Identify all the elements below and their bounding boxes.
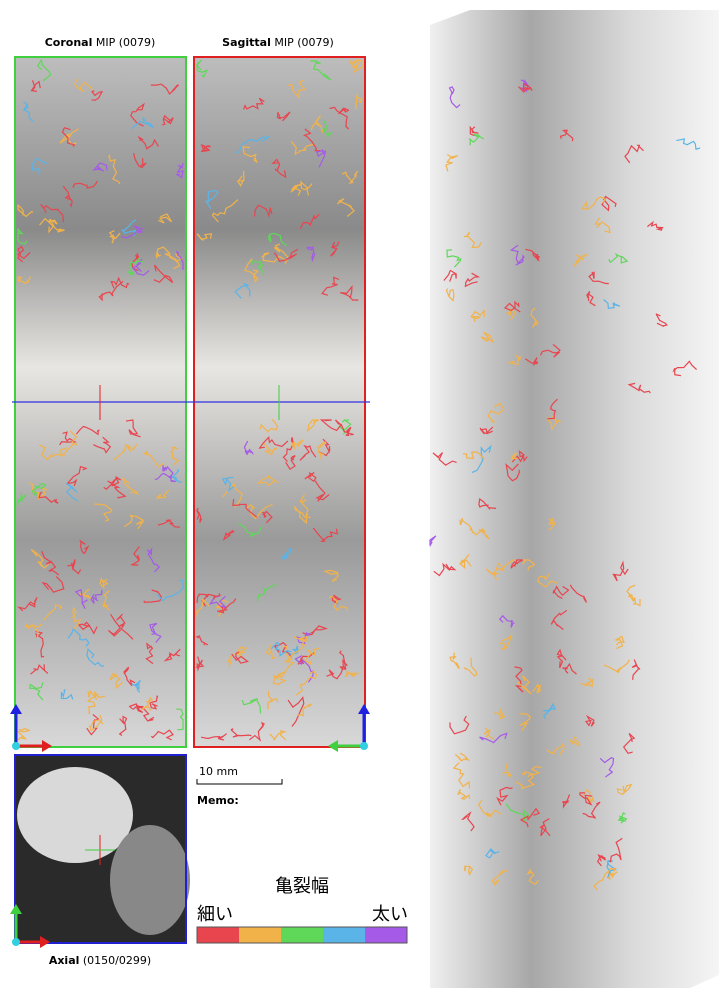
legend-swatch bbox=[239, 927, 281, 943]
legend-bar bbox=[197, 927, 407, 943]
axial-grain bbox=[110, 825, 190, 935]
memo: Memo: bbox=[197, 794, 239, 807]
legend-swatch bbox=[197, 927, 239, 943]
view-label: Coronal MIP (0079) bbox=[45, 36, 156, 49]
legend-swatch bbox=[365, 927, 407, 943]
view-label: Sagittal MIP (0079) bbox=[222, 36, 334, 49]
legend-low: 細い bbox=[197, 904, 233, 925]
legend-swatch bbox=[281, 927, 323, 943]
axial-grain bbox=[17, 767, 133, 863]
legend-swatch bbox=[323, 927, 365, 943]
scale-bar-label: 10 mm bbox=[199, 765, 238, 778]
volume-render bbox=[430, 10, 719, 988]
legend-title: 亀裂幅 bbox=[275, 876, 329, 897]
view-label: Axial (0150/0299) bbox=[49, 954, 151, 967]
screen: Coronal MIP (0079) Sagittal MIP (0079) A… bbox=[0, 0, 719, 989]
scale-bar bbox=[197, 779, 282, 784]
legend-high: 太い bbox=[372, 904, 408, 925]
